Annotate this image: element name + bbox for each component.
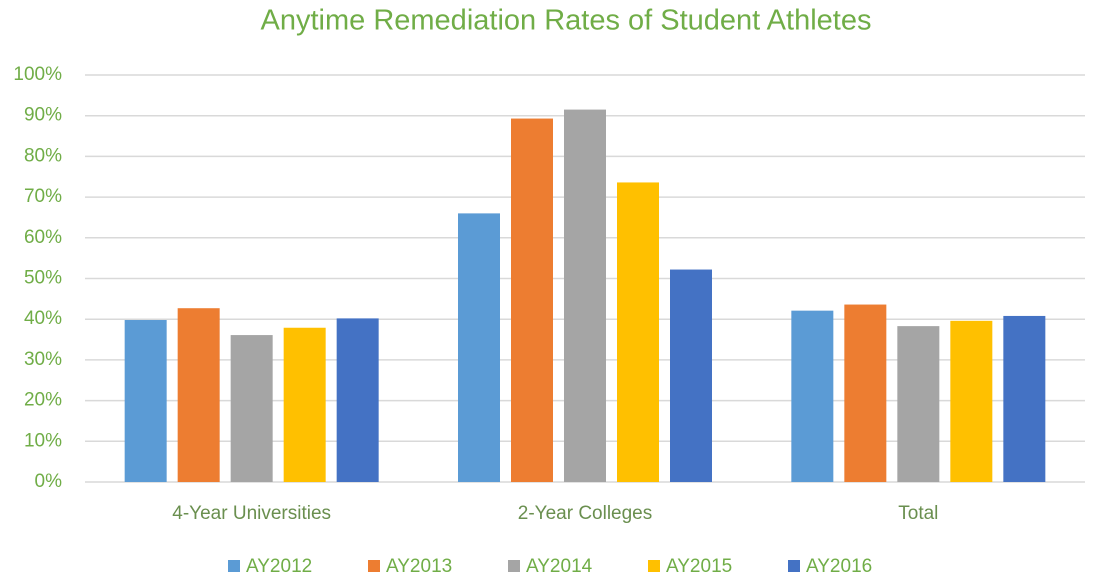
legend-swatch bbox=[228, 560, 240, 572]
chart-title: Anytime Remediation Rates of Student Ath… bbox=[261, 5, 872, 37]
bar bbox=[336, 318, 379, 482]
y-tick-label: 20% bbox=[24, 390, 62, 411]
x-tick-label: 2-Year Colleges bbox=[518, 503, 653, 524]
y-tick-label: 80% bbox=[24, 145, 62, 166]
y-tick-label: 90% bbox=[24, 105, 62, 126]
x-tick-label: 4-Year Universities bbox=[172, 503, 331, 524]
bar bbox=[177, 308, 220, 482]
bar bbox=[458, 213, 500, 482]
x-tick-label: Total bbox=[898, 503, 938, 524]
bar bbox=[511, 118, 553, 482]
bar bbox=[844, 304, 887, 482]
bar bbox=[283, 327, 326, 482]
bar bbox=[897, 326, 940, 482]
legend-label: AY2014 bbox=[526, 556, 593, 577]
y-tick-label: 0% bbox=[35, 471, 63, 492]
bar bbox=[1003, 315, 1046, 482]
legend-swatch bbox=[368, 560, 380, 572]
y-tick-label: 50% bbox=[24, 268, 62, 289]
y-tick-label: 70% bbox=[24, 186, 62, 207]
bar bbox=[617, 182, 659, 482]
y-tick-label: 10% bbox=[24, 430, 62, 451]
bar bbox=[791, 310, 834, 482]
legend-swatch bbox=[508, 560, 520, 572]
legend-label: AY2013 bbox=[386, 556, 452, 577]
legend-label: AY2016 bbox=[806, 556, 872, 577]
y-tick-label: 40% bbox=[24, 308, 62, 329]
y-tick-label: 30% bbox=[24, 349, 62, 370]
bar bbox=[950, 320, 993, 482]
legend-swatch bbox=[788, 560, 800, 572]
bar bbox=[670, 269, 712, 482]
legend-label: AY2015 bbox=[666, 556, 732, 577]
legend-swatch bbox=[648, 560, 660, 572]
bar bbox=[230, 335, 273, 482]
y-tick-label: 100% bbox=[13, 64, 62, 85]
y-tick-label: 60% bbox=[24, 227, 62, 248]
legend-label: AY2012 bbox=[246, 556, 312, 577]
bar bbox=[564, 109, 606, 482]
bar bbox=[124, 320, 167, 482]
